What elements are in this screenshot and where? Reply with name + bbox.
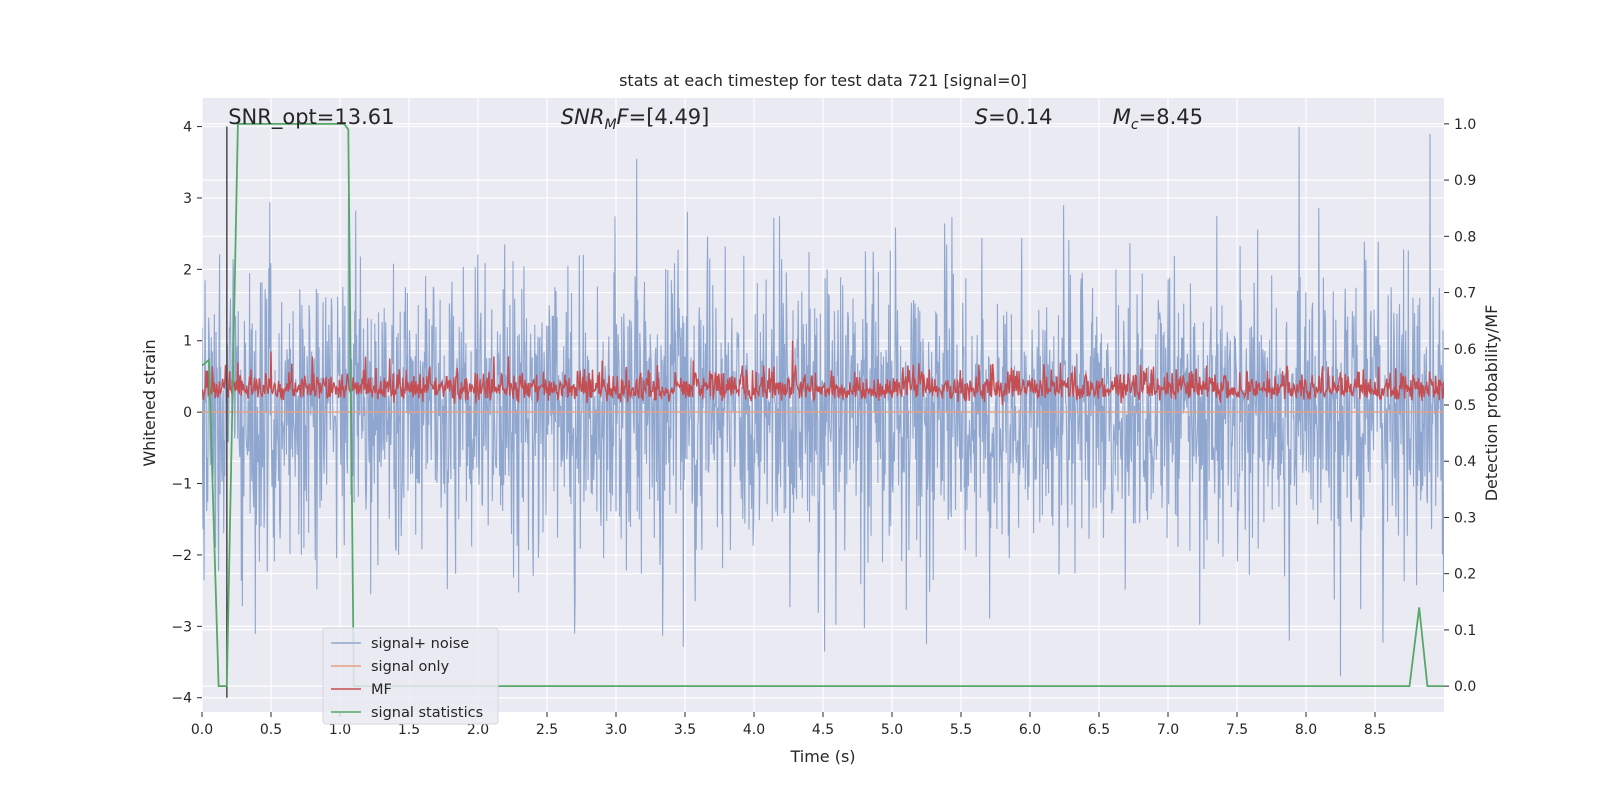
- y-tick-label: −3: [171, 619, 192, 635]
- y2-tick-label: 0.2: [1454, 567, 1476, 583]
- x-tick-label: 6.5: [1088, 722, 1110, 738]
- y2-tick-label: 0.9: [1454, 173, 1476, 189]
- x-tick-label: 2.5: [536, 722, 558, 738]
- y2-tick-label: 0.0: [1454, 679, 1476, 695]
- x-tick-label: 6.0: [1019, 722, 1041, 738]
- x-tick-label: 8.5: [1364, 722, 1386, 738]
- y2-tick-label: 1.0: [1454, 117, 1476, 133]
- y-tick-label: 3: [183, 191, 192, 207]
- x-tick-label: 8.0: [1295, 722, 1317, 738]
- series-signal-statistics-line: [202, 123, 1444, 687]
- annotation-snr-opt: SNR_opt=13.61: [228, 105, 394, 130]
- series-signal-noise-line: [202, 126, 1444, 677]
- y2-tick-label: 0.1: [1454, 623, 1476, 639]
- legend: signal+ noise signal only MF signal statist…: [322, 627, 499, 725]
- annotation-snr-mf: SNRMF=[4.49]: [561, 105, 710, 133]
- x-tick-label: 3.0: [605, 722, 627, 738]
- legend-label: MF: [371, 682, 392, 698]
- axes: 0.0 0.5 1.0 1.5 2.0 2.5 3.0 3.5 4.0 4.5 5.0 5.5 6.0 6…: [171, 117, 1476, 738]
- x-tick-label: 3.5: [674, 722, 696, 738]
- y2-tick-label: 0.6: [1454, 342, 1476, 358]
- legend-label: signal+ noise: [371, 636, 469, 652]
- series-mf-line: [202, 340, 1444, 406]
- y-axis-label: Whitened strain: [140, 339, 159, 466]
- y2-axis-label: Detection probability/MF: [1482, 305, 1501, 502]
- legend-label: signal only: [371, 659, 450, 675]
- x-tick-label: 0.5: [260, 722, 282, 738]
- y-tick-label: 0: [183, 405, 192, 421]
- y2-tick-label: 0.5: [1454, 398, 1476, 414]
- y-tick-label: 1: [183, 334, 192, 350]
- y-tick-label: 2: [183, 262, 192, 278]
- annotation-mc: Mc=8.45: [1113, 105, 1203, 133]
- legend-box: [322, 627, 499, 725]
- x-tick-label: 7.0: [1157, 722, 1179, 738]
- y2-tick-label: 0.4: [1454, 454, 1476, 470]
- legend-label: signal statistics: [371, 705, 483, 721]
- y-tick-label: −1: [171, 477, 192, 493]
- chart-title: stats at each timestep for test data 721…: [619, 71, 1027, 90]
- y2-tick-label: 0.7: [1454, 286, 1476, 302]
- x-tick-label: 5.5: [950, 722, 972, 738]
- annotation-s: S=0.14: [975, 105, 1053, 129]
- x-tick-label: 4.5: [812, 722, 834, 738]
- x-tick-label: 4.0: [743, 722, 765, 738]
- x-axis-label: Time (s): [789, 747, 855, 766]
- x-tick-label: 7.5: [1226, 722, 1248, 738]
- x-tick-label: 1.0: [329, 722, 351, 738]
- y-tick-label: −2: [171, 548, 192, 564]
- plot-area: [201, 98, 1444, 712]
- x-tick-label: 1.5: [398, 722, 420, 738]
- y-tick-label: −4: [171, 691, 192, 707]
- x-tick-label: 0.0: [191, 722, 213, 738]
- y2-tick-label: 0.3: [1454, 510, 1476, 526]
- y2-tick-label: 0.8: [1454, 229, 1476, 245]
- x-tick-label: 5.0: [881, 722, 903, 738]
- x-tick-label: 2.0: [467, 722, 489, 738]
- y-tick-label: 4: [183, 120, 192, 136]
